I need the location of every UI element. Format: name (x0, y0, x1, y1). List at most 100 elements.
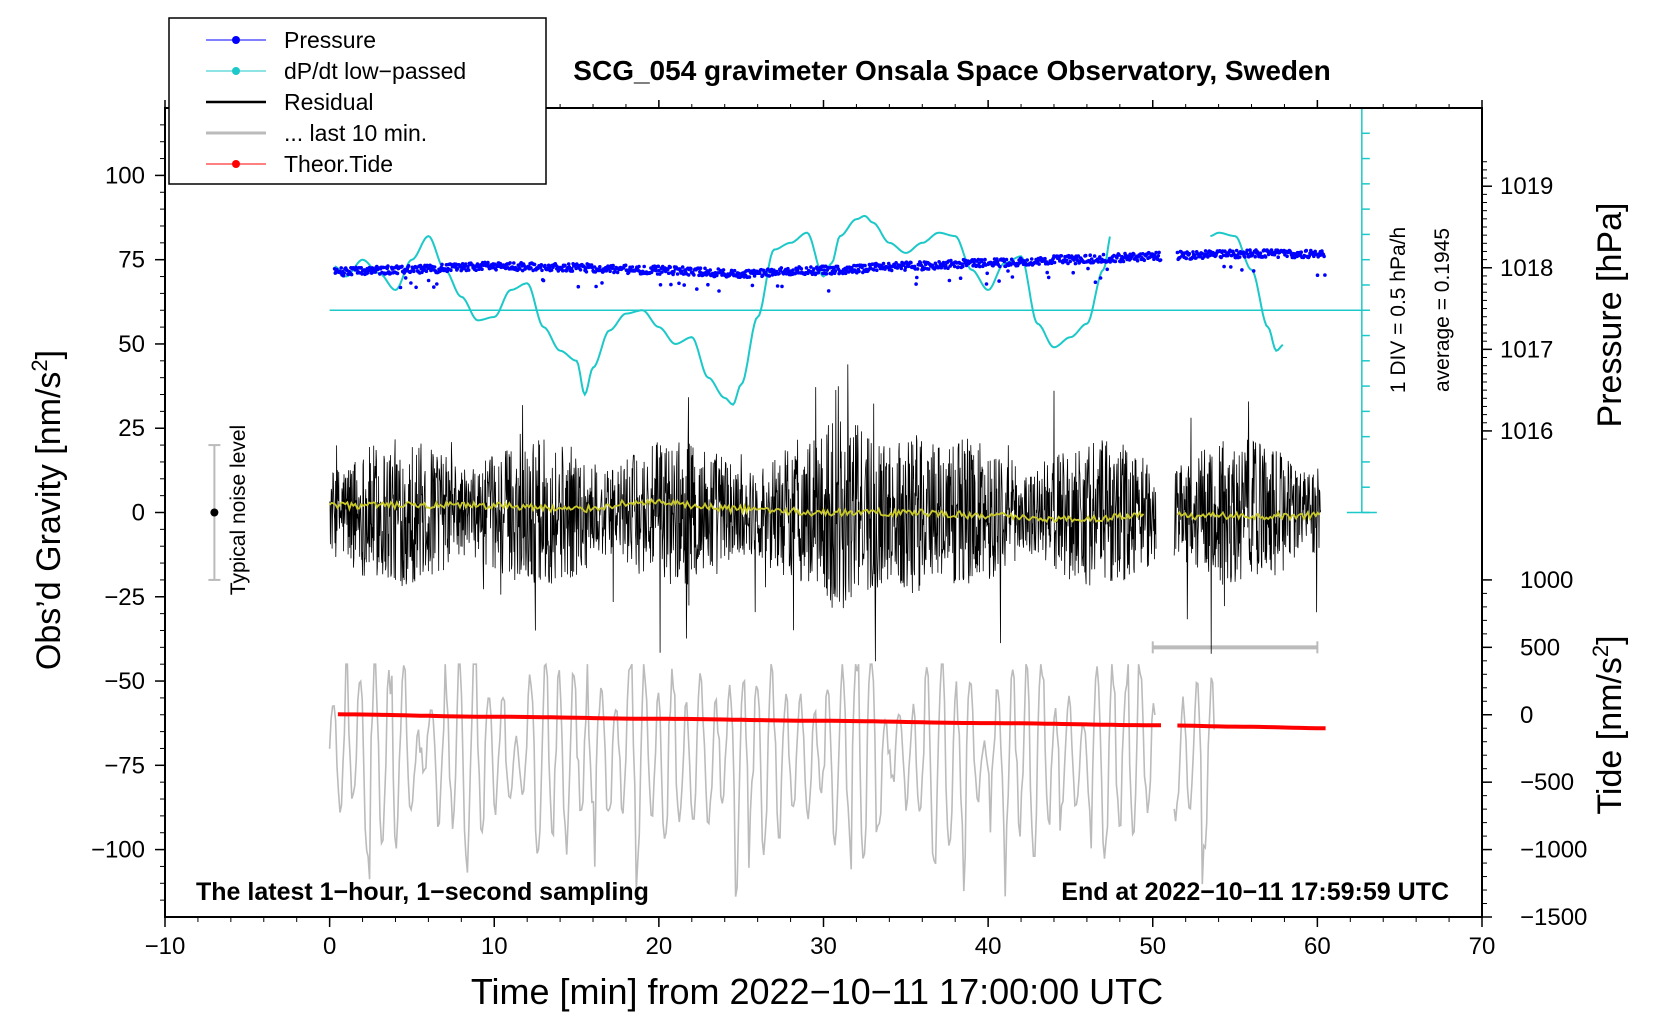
series-pressure-point (779, 266, 784, 270)
series-pressure-point (474, 268, 478, 273)
series-pressure-point (949, 258, 953, 263)
series-pressure-point (449, 268, 453, 273)
series-pressure-point (1263, 255, 1268, 259)
series-pressure-point (732, 268, 737, 273)
series-pressure-point (1121, 259, 1126, 264)
series-pressure-point (980, 258, 984, 262)
y-left-tick-label: −50 (104, 668, 145, 695)
series-pressure-point (767, 274, 772, 278)
series-pressure-point (1269, 248, 1274, 252)
tide-tick-label: −1000 (1520, 837, 1587, 864)
series-pressure-point (1049, 261, 1054, 266)
series-pressure-point (1190, 255, 1195, 260)
y-left-tick-label: −75 (104, 752, 145, 779)
x-tick-label: 20 (646, 933, 673, 960)
legend-label: Pressure (284, 27, 376, 53)
series-pressure-point (1285, 254, 1289, 259)
series-pressure-point (758, 271, 762, 276)
series-pressure-point (778, 268, 783, 273)
series-pressure-point (630, 265, 635, 269)
series-pressure-point (1156, 254, 1161, 258)
series-pressure-point (1052, 260, 1057, 265)
series-pressure-point (1248, 248, 1252, 252)
series-pressure-point (1142, 258, 1147, 263)
series-pressure-point (1135, 258, 1140, 263)
series-pressure-point (1245, 248, 1249, 253)
series-pressure-point (615, 270, 620, 275)
series-pressure-point (395, 271, 400, 276)
series-pressure-point (708, 268, 712, 272)
bottom-right-note: End at 2022−10−11 17:59:59 UTC (1061, 878, 1449, 906)
series-pressure-point (470, 263, 475, 267)
series-pressure-point (915, 275, 919, 280)
series-pressure-point (915, 267, 920, 271)
series-pressure-point (689, 267, 693, 271)
series-pressure-point (826, 289, 831, 293)
series-pressure-point (600, 281, 604, 285)
series-pressure-point (1046, 275, 1051, 280)
y-left-tick-label: −100 (91, 837, 145, 864)
series-pressure-point (1253, 254, 1257, 259)
series-pressure-point (1098, 255, 1102, 259)
series-pressure-point (349, 272, 354, 277)
series-pressure-point (899, 266, 904, 271)
chart-title: SCG_054 gravimeter Onsala Space Observat… (573, 55, 1330, 86)
series-pressure-point (576, 284, 581, 289)
x-tick-label: 30 (810, 933, 837, 960)
series-pressure-point (1194, 256, 1198, 260)
series-pressure-point (703, 266, 707, 271)
series-pressure-point (1004, 257, 1009, 262)
series-tide-line (1177, 723, 1326, 731)
series-pressure-point (909, 260, 913, 265)
series-pressure-point (961, 264, 965, 269)
y-left-tick-label: 50 (118, 331, 145, 358)
series-pressure-point (692, 273, 696, 277)
series-pressure-point (518, 267, 522, 271)
series-pressure-point (1154, 250, 1158, 255)
series-pressure-point (895, 266, 900, 270)
series-pressure-point (766, 267, 770, 272)
series-pressure-point (1203, 249, 1208, 253)
series-pressure-point (1276, 255, 1280, 259)
series-pressure-point (466, 264, 470, 269)
series-pressure-point (1025, 258, 1029, 262)
series-pressure-point (1059, 254, 1064, 258)
series-pressure-point (1184, 256, 1189, 261)
legend-marker (232, 67, 240, 75)
series-pressure-point (682, 283, 686, 287)
series-pressure-point (978, 264, 982, 269)
series-pressure-point (1299, 250, 1303, 254)
series-pressure-point (1006, 269, 1010, 273)
series-pressure-point (435, 282, 439, 286)
noise-bar-center (210, 508, 219, 517)
series-pressure-point (706, 282, 710, 287)
series-pressure-point (1251, 269, 1256, 273)
series-pressure-point (360, 272, 364, 276)
series-pressure-point (1313, 249, 1317, 254)
series-pressure-point (668, 265, 672, 270)
series-pressure-point (995, 259, 1000, 264)
series-pressure-point (574, 266, 578, 271)
dpdt-average-label: average = 0.1945 (1431, 228, 1454, 392)
series-pressure-point (914, 282, 918, 286)
pressure-tick-label: 1019 (1500, 173, 1553, 200)
series-pressure-point (1175, 250, 1180, 255)
series-pressure-point (512, 261, 516, 265)
series-pressure-point (1132, 252, 1136, 257)
series-pressure-point (889, 268, 894, 273)
series-pressure-point (626, 270, 631, 275)
dpdt-div-label: 1 DIV = 0.5 hPa/h (1387, 227, 1410, 393)
tide-tick-label: −1500 (1520, 904, 1587, 931)
series-last10-line (328, 662, 1156, 897)
series-residual-smoothed-line (328, 497, 1145, 524)
tide-tick-label: −500 (1520, 769, 1574, 796)
series-pressure-point (822, 268, 826, 272)
series-pressure-point (1071, 270, 1075, 275)
series-pressure-point (598, 265, 602, 269)
series-pressure-point (747, 275, 752, 279)
series-pressure-point (578, 268, 583, 272)
series-pressure-point (480, 267, 484, 272)
axes-layer: −10 0 10 20 30 40 50 60 701007550250−25−50−75−10… (91, 100, 1587, 960)
series-pressure-point (398, 285, 403, 290)
